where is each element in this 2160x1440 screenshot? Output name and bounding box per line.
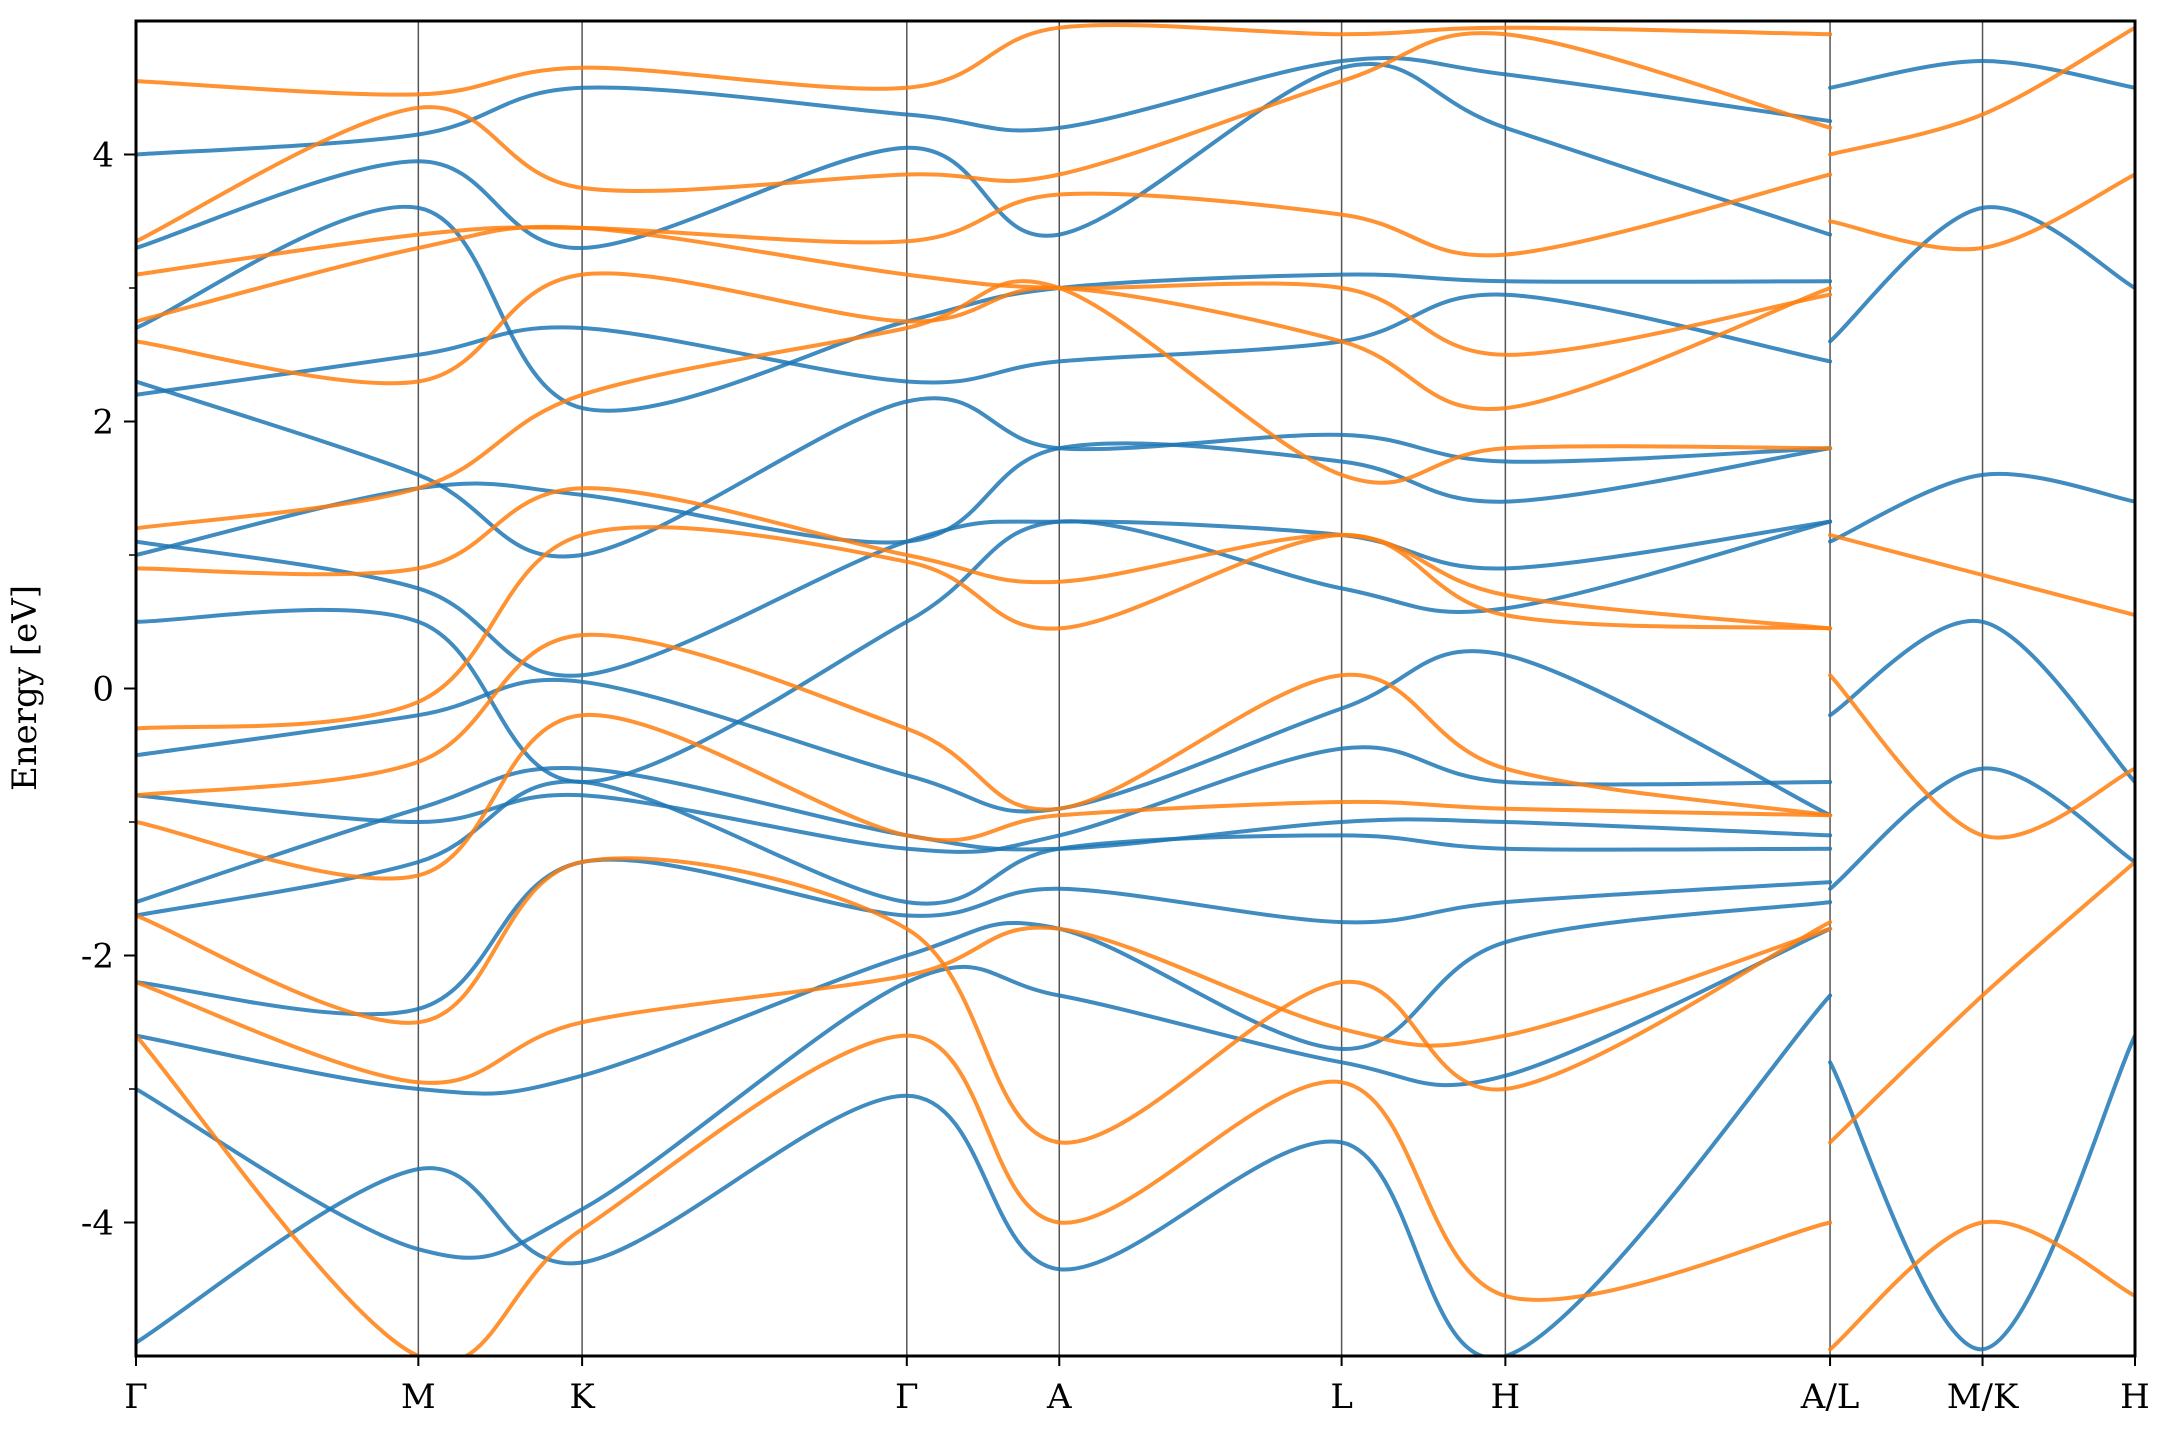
band-line — [136, 779, 1833, 918]
band-line — [136, 519, 1833, 678]
band-line — [136, 486, 1833, 631]
band-line — [136, 279, 1833, 531]
band-line — [1828, 533, 2135, 618]
x-tick-label: H — [2120, 1377, 2150, 1417]
band-line — [136, 857, 1833, 1017]
band-line — [1828, 205, 2135, 344]
x-tick-label: Γ — [895, 1377, 919, 1417]
band-line — [1828, 860, 2135, 1145]
x-tick-label: K — [569, 1377, 595, 1417]
band-line — [136, 926, 1833, 1260]
band-line — [136, 172, 1833, 277]
band-line — [136, 55, 1833, 157]
band-line — [136, 379, 1833, 559]
band-line — [136, 925, 1833, 1085]
band-line — [1828, 59, 2135, 90]
band-line — [1828, 1033, 2135, 1352]
band-line — [1828, 766, 2135, 891]
band-series-blue — [136, 55, 2135, 1356]
band-line — [136, 61, 1833, 251]
band-line — [136, 224, 1833, 357]
band-line — [136, 900, 1833, 1096]
band-line — [1828, 471, 2135, 544]
x-axis: Γ M K Γ A L H A/L M/K H — [124, 1356, 2150, 1417]
band-line — [136, 856, 1833, 1145]
y-tick-label: -2 — [81, 937, 114, 977]
y-axis: -4 -2 0 2 4 — [81, 136, 136, 1244]
y-tick-label: 4 — [92, 136, 114, 176]
x-tick-label: M/K — [1947, 1377, 2019, 1417]
band-line — [136, 766, 1833, 905]
y-tick-label: -4 — [81, 1204, 114, 1244]
y-tick-label: 0 — [92, 670, 114, 710]
band-line — [136, 525, 1833, 731]
x-tick-label: L — [1330, 1377, 1353, 1417]
y-tick-label: 2 — [92, 403, 114, 443]
x-tick-label: M — [401, 1377, 436, 1417]
band-line — [136, 745, 1833, 854]
band-line — [136, 1033, 1833, 1356]
band-line — [1828, 1219, 2135, 1352]
band-line — [136, 993, 1833, 1356]
band-line — [136, 441, 1833, 557]
band-line — [136, 632, 1833, 818]
x-tick-label: A — [1046, 1377, 1072, 1417]
band-line — [136, 31, 1833, 244]
high-symmetry-lines — [417, 21, 1984, 1356]
band-line — [136, 292, 1833, 397]
x-tick-label: Γ — [124, 1377, 148, 1417]
band-line — [1828, 25, 2135, 157]
band-line — [136, 271, 1833, 412]
x-tick-label: H — [1491, 1377, 1521, 1417]
band-line — [1828, 172, 2135, 252]
band-line — [136, 204, 1833, 413]
band-curves — [136, 22, 2135, 1356]
band-line — [136, 22, 1833, 97]
band-series-orange — [136, 22, 2135, 1356]
band-line — [136, 519, 1833, 784]
band-line — [136, 713, 1833, 881]
x-tick-label: A/L — [1800, 1377, 1860, 1417]
band-line — [1828, 618, 2135, 784]
band-line — [136, 649, 1833, 818]
y-axis-label: Energy [eV] — [5, 585, 45, 791]
band-line — [1828, 673, 2135, 840]
